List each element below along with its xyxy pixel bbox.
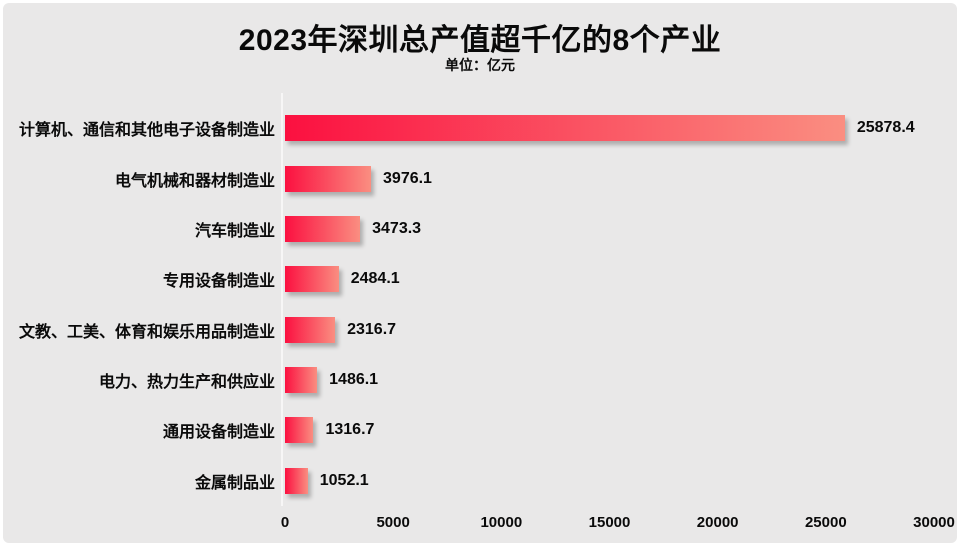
bar xyxy=(285,316,336,343)
value-label: 2316.7 xyxy=(347,320,397,338)
chart-row: 通用设备制造业 1316.7 xyxy=(3,405,934,455)
bar xyxy=(285,266,339,293)
chart-row: 专用设备制造业 2484.1 xyxy=(3,254,934,304)
category-label: 专用设备制造业 xyxy=(162,273,275,291)
x-tick-label: 25000 xyxy=(804,514,847,531)
category-label: 电力、热力生产和供应业 xyxy=(98,374,275,392)
value-label: 1316.7 xyxy=(325,421,375,439)
value-label: 1052.1 xyxy=(319,471,369,489)
bar-track: 1486.1 xyxy=(285,367,934,394)
value-label: 2484.1 xyxy=(350,270,400,288)
bar-track: 2316.7 xyxy=(285,316,934,343)
category-label: 计算机、通信和其他电子设备制造业 xyxy=(18,122,275,140)
bar xyxy=(285,165,372,192)
bar-track: 1316.7 xyxy=(285,417,934,444)
bar-track: 3976.1 xyxy=(285,165,934,192)
category-label: 文教、工美、体育和娱乐用品制造业 xyxy=(18,323,275,341)
value-label: 3473.3 xyxy=(372,219,422,237)
x-tick-label: 30000 xyxy=(913,514,955,531)
bar xyxy=(285,417,314,444)
value-label: 25878.4 xyxy=(856,119,915,137)
chart-row: 金属制品业 1052.1 xyxy=(3,456,934,506)
bar-track: 2484.1 xyxy=(285,266,934,293)
chart-row: 汽车制造业 3473.3 xyxy=(3,204,934,254)
bar-track: 25878.4 xyxy=(285,115,934,142)
bar-track: 1052.1 xyxy=(285,467,934,494)
bar-track: 3473.3 xyxy=(285,215,934,242)
page-title: 2023年深圳总产值超千亿的8个产业 xyxy=(238,24,722,57)
category-label: 金属制品业 xyxy=(194,474,275,492)
x-tick-label: 10000 xyxy=(480,514,523,531)
chart-card: 2023年深圳总产值超千亿的8个产业 单位：亿元 计算机、通信和其他电子设备制造… xyxy=(3,3,957,543)
category-label: 通用设备制造业 xyxy=(162,424,275,442)
bar xyxy=(285,215,361,242)
x-tick-label: 5000 xyxy=(376,514,410,531)
chart-subtitle: 单位：亿元 xyxy=(445,57,515,73)
x-tick-label: 0 xyxy=(280,514,290,531)
value-label: 1486.1 xyxy=(329,371,379,389)
chart-row: 电气机械和器材制造业 3976.1 xyxy=(3,153,934,203)
chart-row: 文教、工美、体育和娱乐用品制造业 2316.7 xyxy=(3,305,934,355)
chart-row: 计算机、通信和其他电子设备制造业 25878.4 xyxy=(3,103,934,153)
chart-row: 电力、热力生产和供应业 1486.1 xyxy=(3,355,934,405)
x-tick-label: 20000 xyxy=(696,514,739,531)
category-label: 汽车制造业 xyxy=(194,222,275,240)
x-tick-label: 15000 xyxy=(588,514,631,531)
x-axis: 0 5000 10000 15000 20000 25000 30000 xyxy=(281,514,955,534)
bar xyxy=(285,467,308,494)
bar xyxy=(285,367,318,394)
y-axis-line xyxy=(281,93,283,506)
chart-area: 计算机、通信和其他电子设备制造业 25878.4 电气机械和器材制造业 3976… xyxy=(3,103,934,506)
bar xyxy=(285,115,845,142)
category-label: 电气机械和器材制造业 xyxy=(114,172,275,190)
value-label: 3976.1 xyxy=(383,169,432,187)
